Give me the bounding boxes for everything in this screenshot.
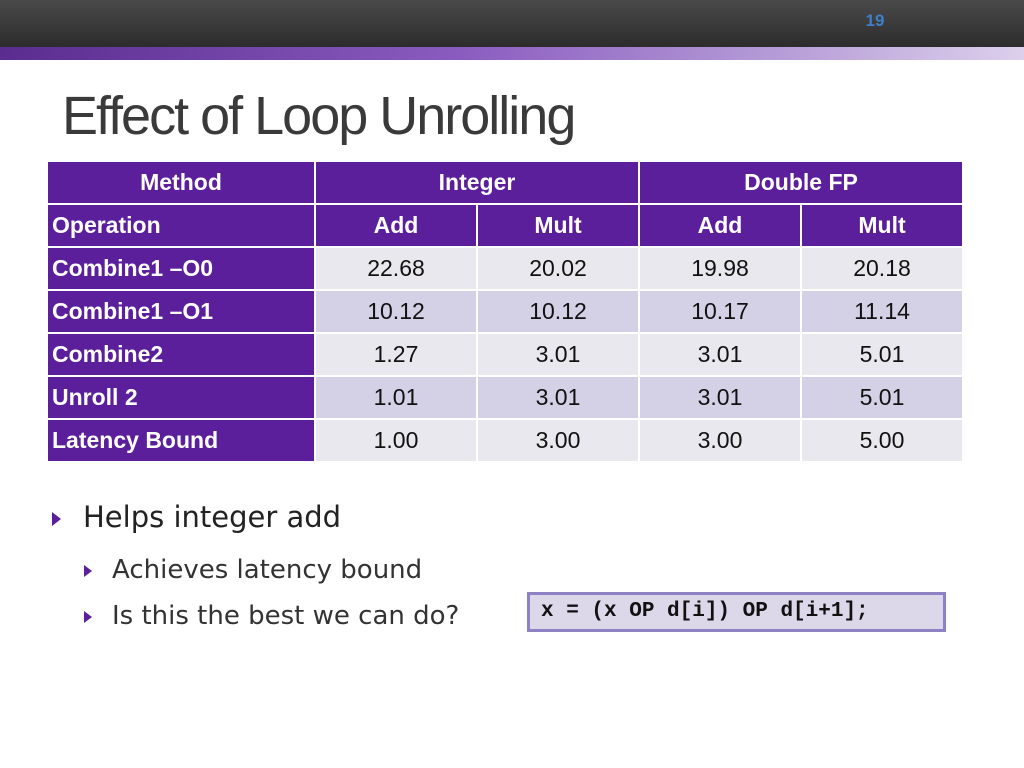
table-cell: 3.01 [476,332,640,377]
table-cell: 1.27 [314,332,478,377]
row-label: Combine2 [46,332,316,377]
header-fp-add: Add [638,203,802,248]
table-cell: 5.01 [800,332,964,377]
bullet-sub-text: Achieves latency bound [112,555,423,585]
code-snippet: x = (x OP d[i]) OP d[i+1]; [527,592,946,632]
table-row: Combine1 –O0 22.68 20.02 19.98 20.18 [46,246,964,291]
table-cell: 3.01 [638,332,802,377]
bullet-sub: Is this the best we can do? [84,601,484,631]
table-row: Latency Bound 1.00 3.00 3.00 5.00 [46,418,964,463]
slide-title: Effect of Loop Unrolling [62,86,576,146]
table-cell: 11.14 [800,289,964,334]
bullet-arrow-icon [52,512,61,526]
header-integer: Integer [314,160,640,205]
table-row: Combine2 1.27 3.01 3.01 5.01 [46,332,964,377]
table-cell: 19.98 [638,246,802,291]
table-cell: 5.01 [800,375,964,420]
header-method: Method [46,160,316,205]
table-cell: 10.17 [638,289,802,334]
bullet-arrow-icon [84,564,92,577]
slide-number: 19 [865,11,885,30]
row-label: Latency Bound [46,418,316,463]
table-cell: 3.00 [638,418,802,463]
performance-table: Method Integer Double FP Operation Add M… [46,160,964,463]
accent-stripe [0,47,1024,60]
header-fp-mult: Mult [800,203,964,248]
header-double-fp: Double FP [638,160,964,205]
top-bar [0,0,1024,47]
table-row: Unroll 2 1.01 3.01 3.01 5.01 [46,375,964,420]
row-label: Combine1 –O0 [46,246,316,291]
table-row: Combine1 –O1 10.12 10.12 10.17 11.14 [46,289,964,334]
table-cell: 20.02 [476,246,640,291]
table-cell: 1.00 [314,418,478,463]
table-cell: 20.18 [800,246,964,291]
table-cell: 5.00 [800,418,964,463]
header-int-add: Add [314,203,478,248]
bullet-sub: Achieves latency bound [84,555,484,585]
table-cell: 1.01 [314,375,478,420]
row-label: Unroll 2 [46,375,316,420]
bullet-main-text: Helps integer add [83,500,342,534]
table-header-row: Method Integer Double FP [46,160,964,205]
bullet-main: Helps integer add [52,500,452,534]
bullet-arrow-icon [84,610,92,623]
table-subheader-row: Operation Add Mult Add Mult [46,203,964,248]
table-cell: 10.12 [476,289,640,334]
row-label: Combine1 –O1 [46,289,316,334]
table-cell: 3.00 [476,418,640,463]
bullet-sub-text: Is this the best we can do? [112,601,460,631]
table-cell: 3.01 [638,375,802,420]
table-cell: 10.12 [314,289,478,334]
header-operation: Operation [46,203,316,248]
table-cell: 22.68 [314,246,478,291]
table-cell: 3.01 [476,375,640,420]
header-int-mult: Mult [476,203,640,248]
